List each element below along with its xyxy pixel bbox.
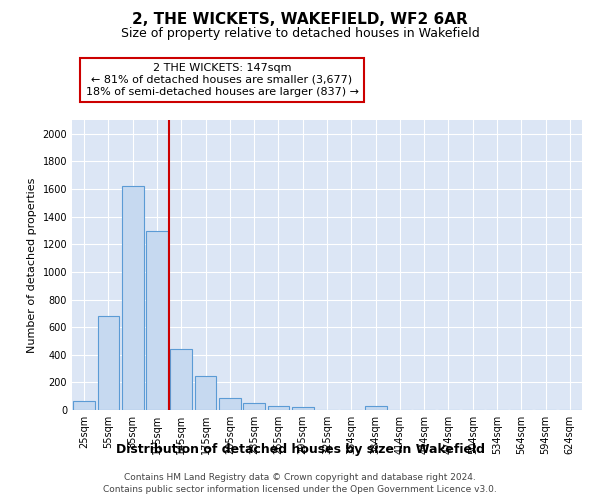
Text: Size of property relative to detached houses in Wakefield: Size of property relative to detached ho… (121, 28, 479, 40)
Y-axis label: Number of detached properties: Number of detached properties (27, 178, 37, 352)
Text: 2, THE WICKETS, WAKEFIELD, WF2 6AR: 2, THE WICKETS, WAKEFIELD, WF2 6AR (132, 12, 468, 28)
Text: Distribution of detached houses by size in Wakefield: Distribution of detached houses by size … (115, 442, 485, 456)
Text: 2 THE WICKETS: 147sqm
← 81% of detached houses are smaller (3,677)
18% of semi-d: 2 THE WICKETS: 147sqm ← 81% of detached … (86, 64, 359, 96)
Bar (170, 349, 192, 410)
Bar (268, 406, 289, 410)
Bar (194, 376, 217, 410)
Bar (292, 407, 314, 410)
Text: Contains public sector information licensed under the Open Government Licence v3: Contains public sector information licen… (103, 485, 497, 494)
Bar (219, 398, 241, 410)
Bar (365, 406, 386, 410)
Bar (97, 316, 119, 410)
Bar (243, 404, 265, 410)
Text: Contains HM Land Registry data © Crown copyright and database right 2024.: Contains HM Land Registry data © Crown c… (124, 472, 476, 482)
Bar (122, 186, 143, 410)
Bar (73, 401, 95, 410)
Bar (146, 231, 168, 410)
